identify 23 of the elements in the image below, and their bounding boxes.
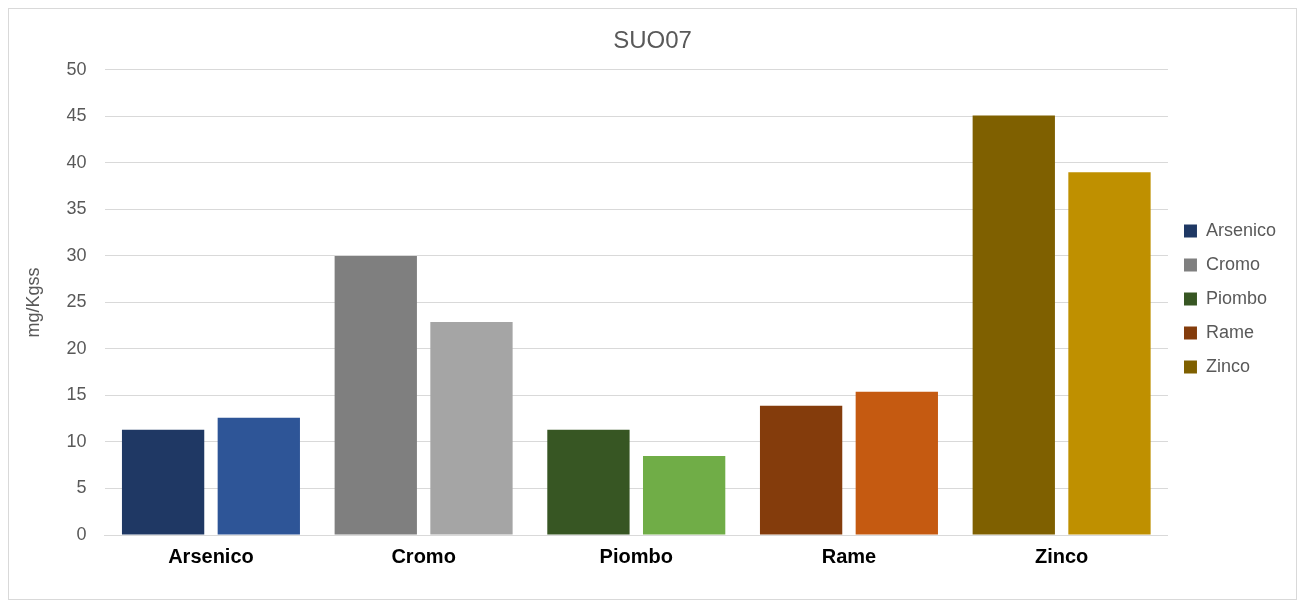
y-tick-label: 35 bbox=[66, 198, 87, 219]
legend-label: Zinco bbox=[1205, 355, 1250, 376]
y-tick-label: 15 bbox=[66, 384, 87, 405]
legend-label: Piombo bbox=[1205, 287, 1267, 308]
x-tick-label: Arsenico bbox=[168, 544, 254, 567]
x-tick-label: Rame bbox=[821, 544, 877, 567]
legend-label: Rame bbox=[1205, 321, 1254, 342]
chart-title: SUO07 bbox=[613, 26, 692, 54]
y-axis-title: mg/Kgss bbox=[22, 267, 43, 338]
y-tick-label: 10 bbox=[66, 430, 87, 451]
x-tick-label: Zinco bbox=[1034, 544, 1089, 567]
y-tick-label: 30 bbox=[66, 244, 87, 265]
x-tick-label: Piombo bbox=[599, 544, 673, 567]
y-tick-label: 40 bbox=[66, 151, 87, 172]
y-tick-label: 20 bbox=[66, 337, 87, 358]
y-tick-label: 0 bbox=[76, 523, 87, 544]
legend-label: Arsenico bbox=[1205, 219, 1276, 240]
y-tick-label: 25 bbox=[66, 291, 87, 312]
y-tick-label: 5 bbox=[76, 477, 87, 498]
x-tick-label: Cromo bbox=[391, 544, 456, 567]
y-tick-label: 50 bbox=[66, 58, 87, 79]
y-tick-label: 45 bbox=[66, 105, 87, 126]
legend-label: Cromo bbox=[1205, 253, 1260, 274]
